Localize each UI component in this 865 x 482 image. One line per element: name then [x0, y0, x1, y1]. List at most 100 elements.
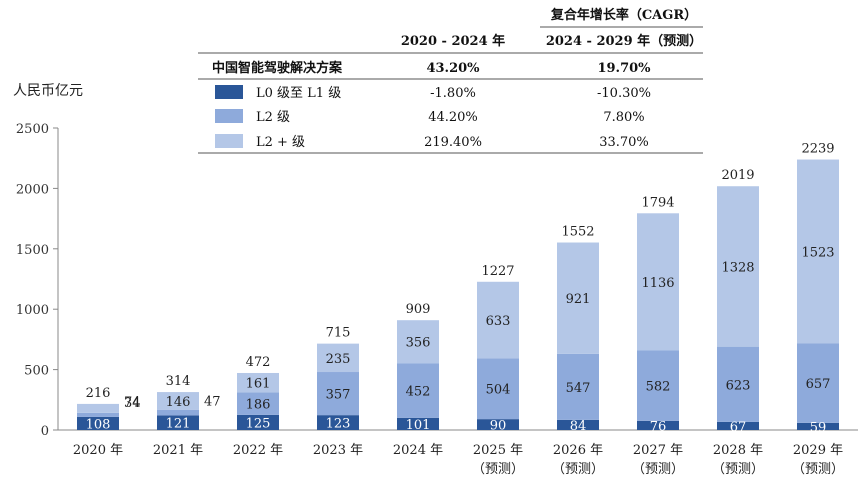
x-tick-label: 2023 年 — [313, 443, 363, 458]
cagr-table-title: 复合年增长率（CAGR） — [550, 7, 697, 23]
bar-value-label: 84 — [570, 419, 587, 434]
x-tick-label: 2024 年 — [393, 443, 443, 458]
bar-segment — [237, 372, 279, 393]
bar-segment — [157, 392, 199, 410]
bar-segment — [77, 403, 119, 413]
bar-value-label: 47 — [204, 394, 221, 409]
bar-value-label: 67 — [730, 420, 747, 435]
bar-segment — [237, 392, 279, 415]
cagr-value: 7.80% — [603, 110, 644, 125]
cagr-column-header: 2024 - 2029 年（预测） — [546, 33, 702, 49]
bar-segment — [557, 419, 599, 430]
bar-value-label: 161 — [246, 377, 271, 392]
bar-segment — [477, 358, 519, 420]
bar-total-label: 2019 — [721, 168, 754, 183]
cagr-value: 33.70% — [599, 135, 649, 150]
bar-segment — [397, 320, 439, 364]
bar-segment — [317, 415, 359, 430]
legend-swatch — [215, 109, 243, 123]
x-tick-note: （预测） — [632, 462, 684, 477]
bar-total-label: 1552 — [561, 225, 594, 240]
bar-value-label: 76 — [650, 419, 667, 434]
x-tick-label: 2026 年 — [553, 443, 603, 458]
y-tick-label: 1000 — [16, 303, 49, 318]
cagr-table-background — [198, 3, 703, 153]
cagr-value: -1.80% — [430, 86, 476, 101]
bar-value-label: 235 — [326, 352, 351, 367]
x-tick-label: 2020 年 — [73, 443, 123, 458]
bar-segment — [157, 409, 199, 416]
bar-total-label: 2239 — [801, 142, 834, 157]
bar-value-label: 356 — [406, 336, 431, 351]
bar-value-label: 125 — [246, 416, 271, 431]
cagr-value: 19.70% — [597, 61, 651, 76]
legend-label: L2 + 级 — [256, 135, 305, 150]
bar-value-label: 74 — [124, 395, 141, 410]
bar-segment — [797, 422, 839, 430]
bar-value-label: 633 — [486, 314, 511, 329]
legend-swatch — [215, 134, 243, 148]
cagr-value: 219.40% — [424, 135, 482, 150]
y-tick-label: 2500 — [16, 122, 49, 137]
cagr-column-header: 2020 - 2024 年 — [401, 33, 505, 49]
y-tick-label: 0 — [41, 424, 49, 439]
legend-label: L0 级至 L1 级 — [256, 86, 341, 101]
bar-total-label: 314 — [166, 374, 191, 389]
x-tick-label: 2027 年 — [633, 443, 683, 458]
bar-total-label: 1794 — [641, 195, 674, 210]
x-tick-label: 2022 年 — [233, 443, 283, 458]
bar-value-label: 1523 — [801, 246, 834, 261]
bar-value-label: 504 — [486, 383, 511, 398]
bar-value-label: 623 — [726, 378, 751, 393]
bar-segment — [77, 416, 119, 430]
bar-value-label: 101 — [406, 418, 431, 433]
y-tick-label: 2000 — [16, 182, 49, 197]
bar-value-label: 1328 — [721, 260, 754, 275]
bar-value-label: 186 — [246, 398, 271, 413]
bar-total-label: 472 — [246, 355, 271, 370]
bar-segment — [717, 421, 759, 430]
bar-segment — [397, 417, 439, 430]
bar-segment — [477, 419, 519, 430]
bar-segment — [637, 213, 679, 351]
bar-value-label: 452 — [406, 384, 431, 399]
bar-total-label: 1227 — [481, 264, 514, 279]
bar-value-label: 121 — [166, 417, 191, 432]
bar-total-label: 909 — [406, 302, 431, 317]
x-tick-label: 2029 年 — [793, 443, 843, 458]
bar-segment — [637, 350, 679, 421]
x-tick-label: 2028 年 — [713, 443, 763, 458]
bar-segment — [717, 186, 759, 347]
x-tick-note: （预测） — [712, 462, 764, 477]
cagr-value: -10.30% — [597, 86, 651, 101]
bar-segment — [317, 372, 359, 416]
bar-total-label: 715 — [326, 326, 351, 341]
bar-segment — [477, 281, 519, 359]
bar-value-label: 146 — [166, 395, 191, 410]
bar-value-label: 123 — [326, 417, 351, 432]
bar-value-label: 1136 — [641, 276, 674, 291]
bar-segment — [717, 346, 759, 422]
cagr-value: 44.20% — [428, 110, 478, 125]
x-tick-label: 2025 年 — [473, 443, 523, 458]
unit-label: 人民币亿元 — [13, 83, 83, 99]
bar-segment — [557, 353, 599, 420]
bar-value-label: 657 — [806, 377, 831, 392]
bar-value-label: 921 — [566, 292, 591, 307]
bar-segment — [557, 242, 599, 354]
bar-segment — [317, 343, 359, 373]
legend-label: L2 级 — [256, 110, 290, 125]
bar-value-label: 547 — [566, 381, 591, 396]
bar-value-label: 34 — [124, 396, 141, 411]
x-tick-note: （预测） — [792, 462, 844, 477]
bar-value-label: 59 — [810, 420, 827, 435]
cagr-value: 43.20% — [426, 61, 480, 76]
x-tick-note: （预测） — [472, 462, 524, 477]
y-tick-label: 500 — [24, 364, 49, 379]
legend-swatch — [215, 85, 243, 99]
y-tick-label: 1500 — [16, 243, 49, 258]
x-tick-label: 2021 年 — [153, 443, 203, 458]
bar-total-label: 216 — [86, 386, 111, 401]
